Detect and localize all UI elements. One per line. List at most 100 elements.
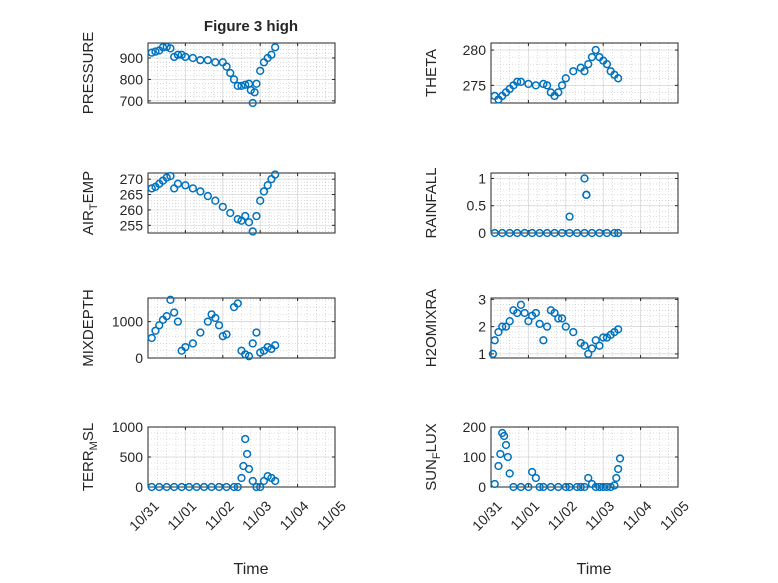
- data-point: [241, 211, 250, 221]
- data-point: [524, 79, 533, 89]
- subplot-pressure: 700 800 900 PRESSURE: [80, 32, 336, 115]
- data-point: [531, 308, 541, 318]
- data-point: [263, 181, 272, 190]
- ylabel-air-temp: AIRTEMP: [80, 171, 100, 235]
- data-point: [271, 476, 280, 486]
- data-point: [580, 341, 589, 350]
- data-point: [203, 317, 212, 326]
- data-point: [490, 479, 499, 489]
- data-point: [173, 179, 183, 188]
- data-point: [576, 482, 585, 492]
- data-point: [584, 349, 593, 359]
- data-point: [166, 171, 175, 181]
- data-point: [561, 322, 570, 331]
- xlabel-right: Time: [577, 561, 612, 578]
- data-point: [516, 77, 526, 86]
- y-tick-label: 800: [120, 71, 144, 87]
- data-point: [494, 461, 503, 471]
- data-point: [242, 449, 252, 459]
- data-point: [151, 47, 160, 56]
- data-point: [599, 333, 608, 342]
- data-point: [214, 321, 224, 330]
- data-point: [196, 187, 205, 196]
- data-point: [561, 74, 570, 83]
- data-point: [241, 80, 250, 89]
- data-point: [252, 79, 261, 88]
- data-point: [162, 312, 171, 321]
- data-point: [237, 473, 246, 483]
- ylabel-pressure: PRESSURE: [80, 32, 97, 115]
- ylabel-rainfall: RAINFALL: [423, 168, 440, 239]
- data-point: [173, 317, 183, 326]
- data-point: [256, 482, 265, 492]
- subplot-h2omixra: 1 2 3 H2OMIXRA: [423, 289, 679, 367]
- ylabel-h2omixra: H2OMIXRA: [423, 289, 440, 367]
- data-point: [580, 174, 589, 183]
- data-point: [554, 314, 563, 323]
- ylabel-mixdepth: MIXDEPTH: [80, 289, 97, 367]
- data-point: [610, 481, 619, 490]
- data-point: [248, 98, 257, 108]
- y-tick-label: 260: [120, 202, 144, 218]
- data-point: [271, 43, 280, 52]
- data-point: [531, 81, 541, 90]
- y-tick-label: 200: [463, 419, 487, 435]
- data-point: [252, 482, 261, 492]
- data-point: [490, 336, 499, 345]
- data-point: [614, 74, 623, 83]
- data-point: [614, 464, 623, 474]
- data-point: [158, 43, 168, 52]
- data-point: [244, 464, 254, 474]
- subplot-theta: 275 280 THETA: [423, 42, 679, 104]
- data-point: [256, 196, 265, 205]
- data-point: [584, 60, 593, 69]
- data-point: [181, 52, 190, 62]
- data-point: [226, 208, 235, 218]
- data-point: [505, 469, 514, 478]
- data-point: [147, 48, 156, 57]
- data-point: [557, 81, 567, 90]
- data-point: [531, 473, 541, 483]
- data-point: [162, 42, 171, 52]
- data-point: [222, 330, 231, 339]
- data-point: [615, 454, 625, 463]
- y-tick-label: 100: [463, 449, 487, 465]
- data-point: [233, 215, 242, 224]
- y-tick-label: 1: [478, 346, 486, 362]
- data-point: [203, 55, 212, 65]
- y-tick-label: 500: [120, 449, 144, 465]
- data-point: [569, 67, 578, 76]
- data-point: [147, 184, 156, 193]
- y-tick-label: 280: [463, 42, 487, 58]
- data-point: [218, 202, 227, 211]
- data-point: [203, 191, 212, 201]
- ylabel-theta: THETA: [423, 49, 440, 97]
- data-point: [162, 173, 171, 182]
- data-point: [606, 482, 615, 492]
- data-point: [250, 88, 259, 97]
- data-point: [496, 449, 505, 459]
- data-point: [233, 299, 242, 308]
- data-point: [256, 66, 265, 76]
- data-point: [527, 467, 537, 477]
- data-point: [539, 336, 548, 345]
- data-point: [561, 482, 570, 492]
- data-point: [602, 60, 612, 69]
- data-point: [584, 473, 593, 483]
- figure-title: Figure 3 high: [204, 18, 298, 35]
- data-point: [501, 440, 511, 450]
- data-point: [614, 228, 623, 238]
- data-point: [233, 81, 242, 91]
- axes-box: [490, 172, 679, 234]
- y-tick-label: 0: [135, 479, 143, 495]
- data-point: [229, 482, 239, 492]
- data-point: [237, 81, 246, 91]
- data-point: [267, 50, 276, 59]
- data-point: [524, 482, 533, 492]
- data-point: [542, 322, 552, 331]
- data-point: [569, 327, 578, 337]
- axes-box: [147, 297, 336, 359]
